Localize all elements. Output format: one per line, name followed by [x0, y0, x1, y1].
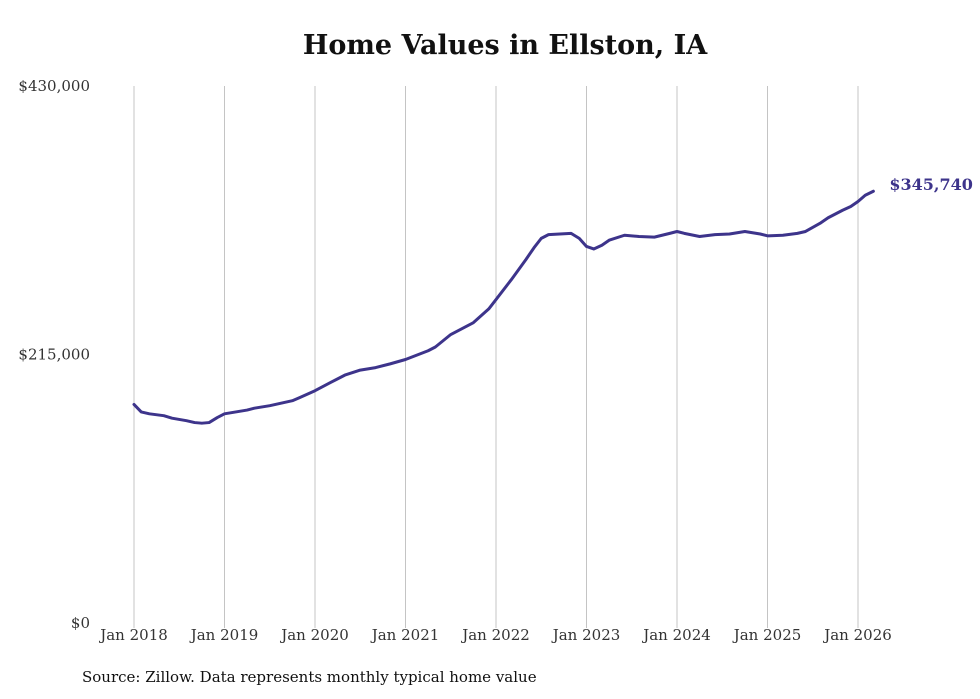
- x-tick-label: Jan 2023: [551, 626, 621, 644]
- x-tick-label: Jan 2022: [460, 626, 530, 644]
- x-tick-label: Jan 2024: [641, 626, 711, 644]
- x-axis-ticks: Jan 2018 Jan 2019 Jan 2020 Jan 2021 Jan 2022…: [98, 626, 892, 644]
- x-tick-label: Jan 2021: [370, 626, 440, 644]
- x-tick-label: Jan 2019: [189, 626, 259, 644]
- source-note: Source: Zillow. Data represents monthly …: [82, 668, 537, 686]
- y-tick-label: $0: [71, 614, 90, 632]
- chart-title: Home Values in Ellston, IA: [302, 30, 708, 61]
- data-labels: $345,740: [889, 175, 973, 194]
- x-tick-label: Jan 2020: [279, 626, 349, 644]
- y-axis-ticks: $0 $215,000 $430,000: [18, 77, 90, 632]
- x-tick-label: Jan 2025: [732, 626, 802, 644]
- gridlines: [133, 86, 859, 628]
- series-line: [132, 189, 875, 425]
- series-layer: [132, 189, 875, 425]
- end-value-label: $345,740: [889, 175, 973, 194]
- x-tick-label: Jan 2026: [822, 626, 892, 644]
- y-tick-label: $215,000: [18, 346, 90, 364]
- y-tick-label: $430,000: [18, 77, 90, 95]
- x-tick-label: Jan 2018: [98, 626, 168, 644]
